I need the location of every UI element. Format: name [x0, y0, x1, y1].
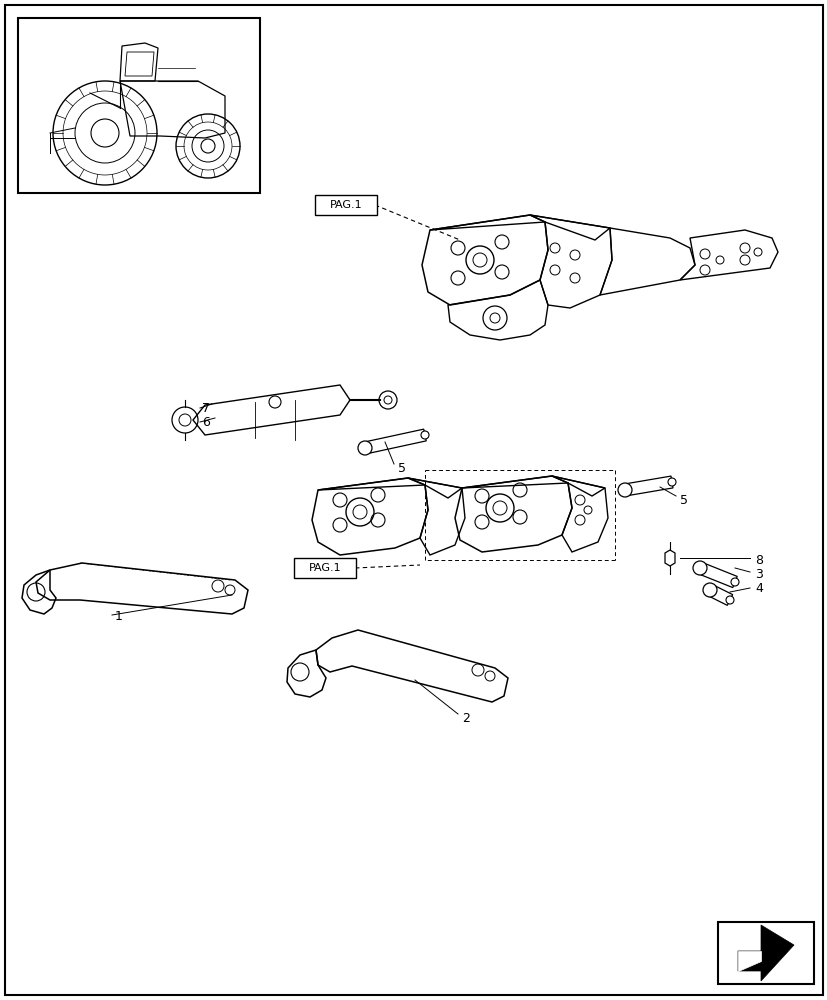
- Bar: [294, 558, 356, 578]
- Circle shape: [667, 478, 675, 486]
- Bar: [314, 195, 376, 215]
- Circle shape: [357, 441, 371, 455]
- Text: 6: 6: [202, 416, 209, 428]
- Text: 4: 4: [754, 582, 762, 595]
- Text: PAG.1: PAG.1: [329, 200, 362, 210]
- Circle shape: [617, 483, 631, 497]
- Circle shape: [420, 431, 428, 439]
- Text: 1: 1: [115, 610, 122, 624]
- Polygon shape: [737, 951, 760, 971]
- Circle shape: [692, 561, 706, 575]
- Polygon shape: [706, 585, 732, 605]
- Polygon shape: [697, 562, 736, 588]
- Text: 7: 7: [202, 401, 210, 414]
- Circle shape: [702, 583, 716, 597]
- Circle shape: [725, 596, 733, 604]
- Text: 5: 5: [679, 493, 687, 506]
- Circle shape: [730, 578, 739, 586]
- Polygon shape: [737, 925, 793, 981]
- Polygon shape: [624, 476, 672, 496]
- Text: 5: 5: [398, 462, 405, 475]
- Text: 8: 8: [754, 554, 762, 566]
- Text: PAG.1: PAG.1: [308, 563, 341, 573]
- Polygon shape: [363, 429, 426, 454]
- Text: 3: 3: [754, 568, 762, 582]
- Bar: [18, 18, 260, 193]
- Text: 2: 2: [461, 712, 469, 724]
- Bar: [717, 922, 813, 984]
